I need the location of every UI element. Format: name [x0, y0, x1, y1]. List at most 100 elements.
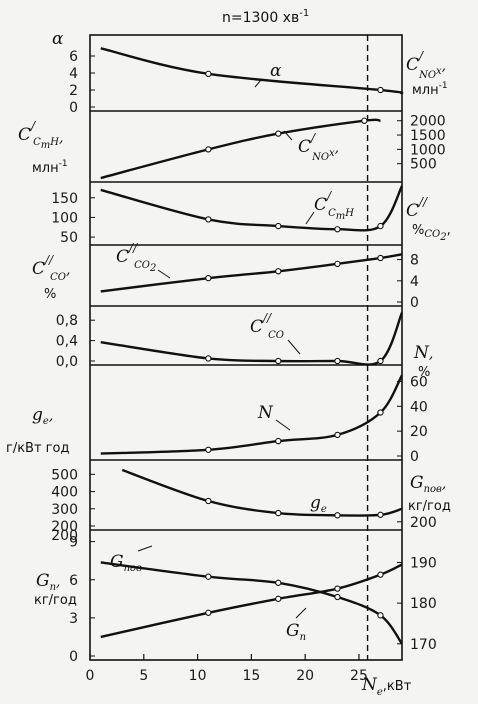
cco2-leader-line — [157, 269, 171, 279]
cco-curve-label: C//CO — [250, 311, 284, 341]
alpha-axis-label: α — [52, 29, 64, 49]
alpha-data-point — [377, 86, 384, 94]
gpov-curve-label: Gпов — [110, 552, 142, 574]
x-tick-label: 15 — [242, 668, 260, 684]
x-tick-label: 25 — [350, 668, 368, 684]
n-axis-unit: % — [418, 365, 430, 380]
ge-axis-unit: г/кВт год — [6, 441, 69, 456]
gpov-data-point — [377, 612, 384, 619]
alpha-data-point — [205, 70, 212, 77]
gpov-left-tick-label: 200 — [51, 528, 78, 544]
cco-axis-label: C//CO, — [32, 253, 70, 283]
gpov-axis-tick-label: 200 — [410, 515, 437, 531]
cch-data-point — [205, 216, 212, 223]
cco2-axis-tick-label: 4 — [410, 274, 419, 290]
alpha-curve — [100, 47, 404, 95]
gp-curve-label: Gп — [286, 621, 306, 643]
cnox-data-point — [361, 117, 368, 124]
gp-data-point — [275, 595, 282, 602]
cch-data-point — [275, 222, 282, 230]
ge-data-point — [334, 512, 341, 519]
cco-data-point — [377, 357, 384, 365]
alpha-leader-line — [254, 79, 262, 88]
n-axis-tick-label: 60 — [410, 374, 428, 390]
cnox-axis-tick-label: 1000 — [410, 142, 446, 158]
cco2-data-point — [205, 274, 212, 282]
ge-data-point — [377, 511, 384, 518]
cch-data-point — [377, 222, 384, 230]
cco2-data-point — [275, 268, 282, 275]
ge-data-point — [205, 497, 212, 505]
cco2-axis-label: C// — [406, 195, 429, 221]
cnox-leader-line — [283, 130, 293, 141]
gp-axis-tick-label: 0 — [69, 649, 78, 665]
gp-axis-tick-label: 3 — [69, 611, 78, 627]
n-data-point — [205, 446, 212, 453]
cco-axis-unit: % — [44, 287, 56, 302]
cco2-curve-label: C//CO2 — [116, 241, 156, 274]
ge-axis-tick-label: 200 — [51, 519, 78, 535]
cco2-data-point — [334, 260, 341, 267]
cch-curve — [100, 185, 404, 232]
cco-data-point — [275, 357, 282, 365]
gp-leader-line — [295, 607, 307, 619]
cco-data-point — [334, 357, 341, 365]
ge-curve — [121, 468, 403, 517]
gp-data-point — [377, 571, 384, 578]
cnox-data-point — [205, 146, 212, 153]
cch-curve-label: C/CmH — [314, 189, 354, 222]
gpov-axis-tick-label: 180 — [410, 596, 437, 612]
gp-data-point — [205, 609, 212, 616]
cco-leader-line — [287, 339, 301, 355]
x-tick-label: 20 — [296, 668, 314, 684]
cch-axis-tick-label: 100 — [51, 210, 78, 226]
cch-data-point — [334, 226, 341, 233]
x-tick-label: 10 — [189, 668, 207, 684]
cco-axis-tick-label: 0,0 — [56, 354, 78, 370]
n-data-point — [334, 431, 341, 439]
cco2-axis-tick-label: 8 — [410, 253, 419, 269]
cco-axis-tick-label: 0,4 — [56, 334, 78, 350]
gp-axis-tick-label: 6 — [69, 573, 78, 589]
cnox-axis-tick-label: 1500 — [410, 128, 446, 144]
ge-axis-tick-label: 400 — [51, 485, 78, 501]
n-axis-tick-label: 20 — [410, 424, 428, 440]
gpov-data-point — [275, 579, 282, 586]
cnox-axis-tick-label: 500 — [410, 157, 437, 173]
cnox-curve-label: C/NOx, — [298, 131, 339, 163]
gp-axis-label: Gп, — [36, 571, 61, 593]
cco-axis-tick-label: 0,8 — [56, 313, 78, 329]
gpov-leader-line — [137, 545, 153, 552]
cnox-data-point — [275, 130, 282, 137]
gp-curve — [100, 563, 403, 639]
n-curve-label: N — [257, 403, 274, 423]
n-curve — [100, 374, 404, 455]
ge-axis-tick-label: 300 — [51, 502, 78, 518]
gpov-axis-unit: кг/год — [408, 499, 451, 514]
alpha-axis-tick-label: 0 — [69, 100, 78, 116]
gpov-data-point — [205, 573, 212, 580]
alpha-curve-label: α — [270, 61, 282, 81]
n-data-point — [275, 437, 282, 445]
gpov-axis-tick-label: 190 — [410, 555, 437, 571]
cch-axis-unit: млн-1 — [32, 159, 68, 176]
gp-axis-unit: кг/год — [34, 593, 77, 608]
n-axis-label: N, — [413, 343, 433, 363]
x-tick-label: 0 — [86, 668, 95, 684]
cnox-axis-unit: млн-1 — [412, 81, 448, 98]
chart-title: n=1300 хв-1 — [222, 8, 309, 26]
n-axis-tick-label: 0 — [410, 449, 419, 465]
cnox-axis-label: C/NOx, — [406, 49, 446, 81]
n-leader-line — [275, 419, 291, 431]
cch-leader-line — [305, 211, 315, 225]
gpov-axis-label: Gпов, — [410, 473, 446, 495]
cco2-axis-tick-label: 0 — [410, 295, 419, 311]
ge-axis-label: ge, — [32, 405, 53, 427]
ge-curve-label: ge — [310, 493, 327, 515]
n-data-point — [377, 409, 384, 416]
ge-axis-tick-label: 500 — [51, 467, 78, 483]
gpov-axis-tick-label: 170 — [410, 637, 437, 653]
cch-axis-tick-label: 150 — [51, 191, 78, 207]
